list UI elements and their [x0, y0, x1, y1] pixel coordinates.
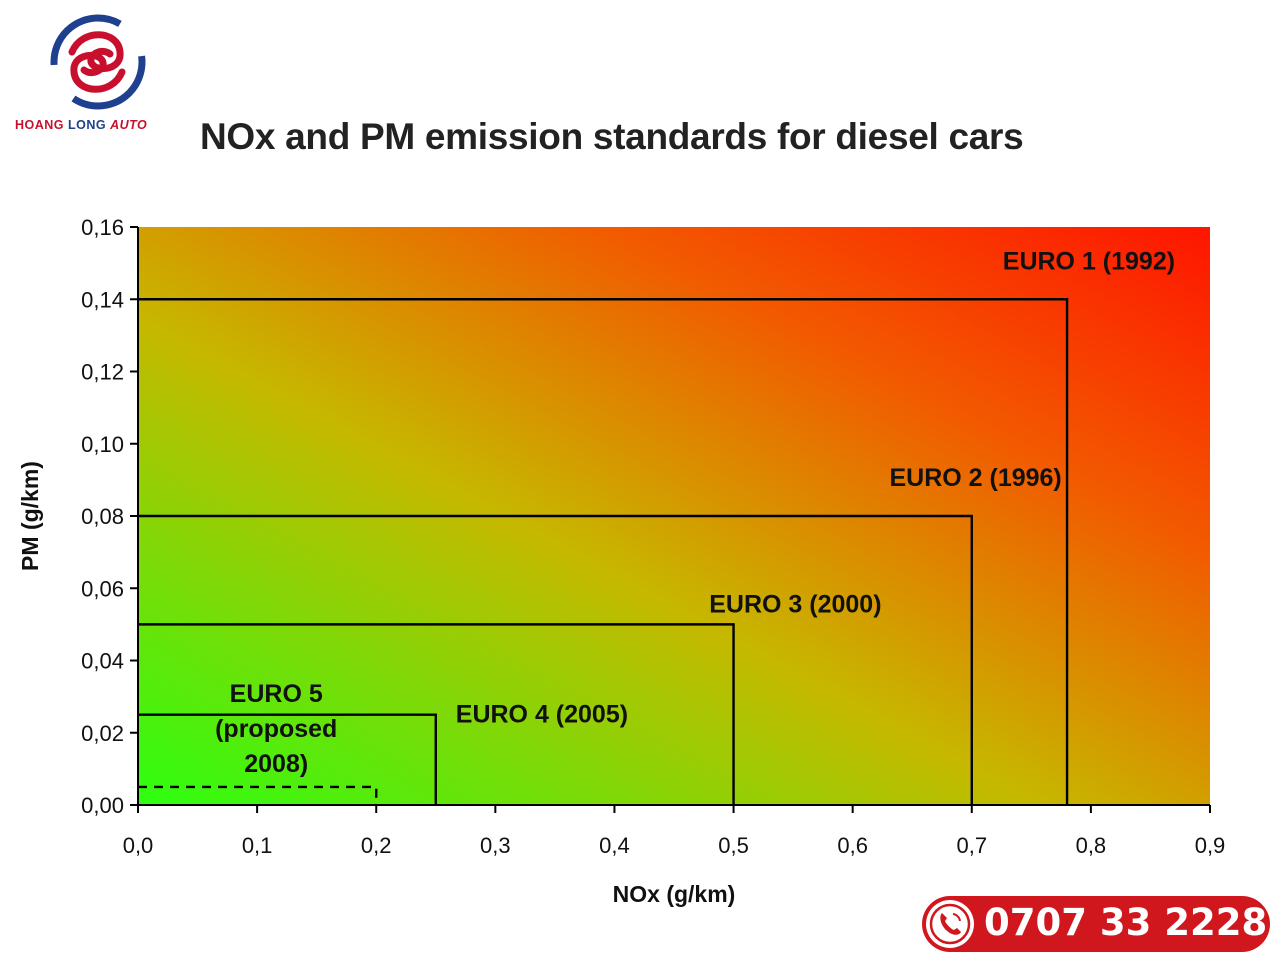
standard-label-euro5: EURO 5 (proposed 2008) — [215, 680, 337, 778]
y-tick-label: 0,00 — [81, 793, 124, 818]
x-tick-label: 0,5 — [718, 833, 749, 858]
x-axis-label: NOx (g/km) — [613, 881, 736, 907]
standard-label-euro1: EURO 1 (1992) — [1003, 247, 1175, 275]
y-tick-label: 0,10 — [81, 432, 124, 457]
standard-label-euro3: EURO 3 (2000) — [709, 590, 881, 618]
y-tick-label: 0,16 — [81, 215, 124, 240]
standard-boundary-euro1 — [138, 298, 1069, 805]
standard-boundary-euro4 — [138, 713, 437, 805]
y-tick-label: 0,12 — [81, 360, 124, 385]
standard-boundary-euro3 — [138, 623, 735, 805]
x-tick-label: 0,2 — [361, 833, 392, 858]
y-tick-label: 0,02 — [81, 721, 124, 746]
standard-label-euro2: EURO 2 (1996) — [889, 464, 1061, 492]
phone-icon — [926, 900, 974, 948]
x-tick-label: 0,0 — [123, 833, 154, 858]
emission-chart: EURO 1 (1992) EURO 2 (1996) EURO 3 (2000) E… — [17, 215, 1226, 907]
y-axis-label: PM (g/km) — [17, 461, 43, 571]
y-tick-label: 0,06 — [81, 576, 124, 601]
standard-label-euro4: EURO 4 (2005) — [456, 701, 628, 729]
x-tick-label: 0,8 — [1076, 833, 1107, 858]
y-tick-label: 0,08 — [81, 504, 124, 529]
phone-badge[interactable]: 0707 33 2228 — [922, 896, 1270, 952]
logo: HOANG LONG AUTO — [10, 10, 185, 135]
standard-boundary-euro2 — [138, 514, 973, 805]
hoang-long-auto-logo-icon — [50, 14, 146, 110]
x-tick-label: 0,3 — [480, 833, 511, 858]
x-tick-label: 0,1 — [242, 833, 273, 858]
x-tick-label: 0,4 — [599, 833, 630, 858]
chart-title: NOx and PM emission standards for diesel… — [200, 116, 1024, 157]
x-tick-label: 0,9 — [1195, 833, 1226, 858]
y-tick-label: 0,14 — [81, 287, 124, 312]
phone-number[interactable]: 0707 33 2228 — [984, 901, 1268, 944]
y-tick-label: 0,04 — [81, 649, 124, 674]
x-tick-label: 0,6 — [837, 833, 868, 858]
brand-name: HOANG LONG AUTO — [15, 118, 148, 132]
x-tick-label: 0,7 — [956, 833, 987, 858]
